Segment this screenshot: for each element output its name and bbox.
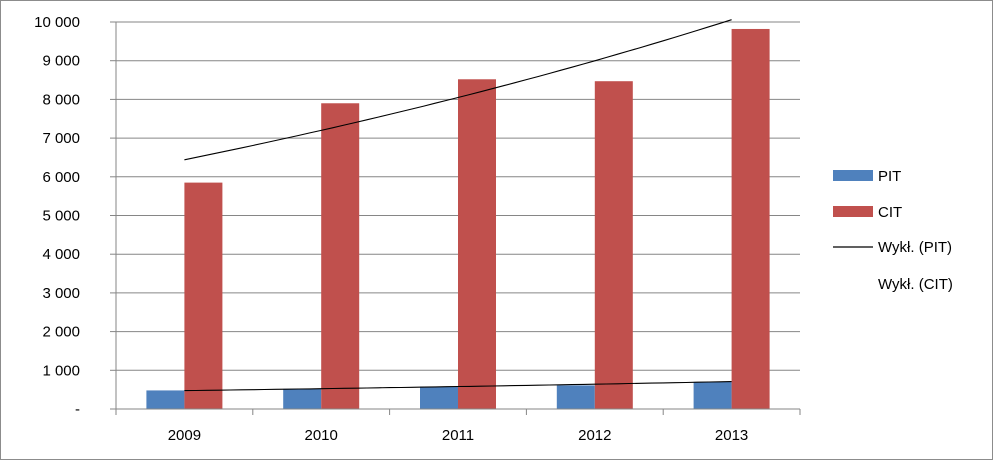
axes xyxy=(115,22,801,415)
bar-pit xyxy=(556,385,595,409)
legend-swatch-pit xyxy=(833,170,873,181)
bar-cit xyxy=(458,79,496,409)
y-tick-label: 4 000 xyxy=(42,246,80,263)
y-tick-label: 3 000 xyxy=(42,285,80,302)
x-tick-label: 2012 xyxy=(578,427,611,444)
x-tick-label: 2011 xyxy=(442,427,474,444)
y-tick-label: 2 000 xyxy=(42,324,80,341)
bar-cit xyxy=(184,182,223,409)
y-tick-label: 7 000 xyxy=(42,130,80,147)
x-tick-label: 2010 xyxy=(305,427,338,444)
bar-pit xyxy=(693,381,732,409)
y-tick-label: - xyxy=(75,401,80,418)
x-tick-label: 2013 xyxy=(715,427,748,444)
bars xyxy=(146,28,770,410)
bar-pit xyxy=(420,386,458,409)
legend-label: PIT xyxy=(878,168,901,185)
y-axis-tick-labels: - 1 000 2 000 3 000 4 000 5 000 6 000 7 000 8 00… xyxy=(34,14,80,418)
bar-pit xyxy=(283,388,322,409)
y-tick-label: 6 000 xyxy=(42,169,80,186)
legend: PIT CIT Wykł. (PIT) Wykł. (CIT) xyxy=(833,168,953,293)
y-tick-label: 9 000 xyxy=(42,53,80,70)
legend-swatch-cit xyxy=(833,206,873,217)
y-tick-label: 8 000 xyxy=(42,91,80,108)
bar-pit xyxy=(146,390,185,409)
trendline-0 xyxy=(184,381,732,392)
bar-cit xyxy=(321,103,360,410)
legend-label: Wykł. (CIT) xyxy=(878,276,953,293)
trendline-1 xyxy=(184,19,732,161)
bar-cit xyxy=(731,28,770,409)
trendlines xyxy=(184,19,732,392)
legend-label: CIT xyxy=(878,204,902,221)
y-tick-label: 1 000 xyxy=(42,362,80,379)
bar-cit xyxy=(594,81,633,409)
x-axis-tick-labels: 2009 2010 2011 2012 2013 xyxy=(168,427,749,444)
x-tick-label: 2009 xyxy=(168,427,201,444)
y-tick-label: 10 000 xyxy=(34,14,80,31)
legend-label: Wykł. (PIT) xyxy=(878,239,952,256)
y-tick-label: 5 000 xyxy=(42,208,80,225)
